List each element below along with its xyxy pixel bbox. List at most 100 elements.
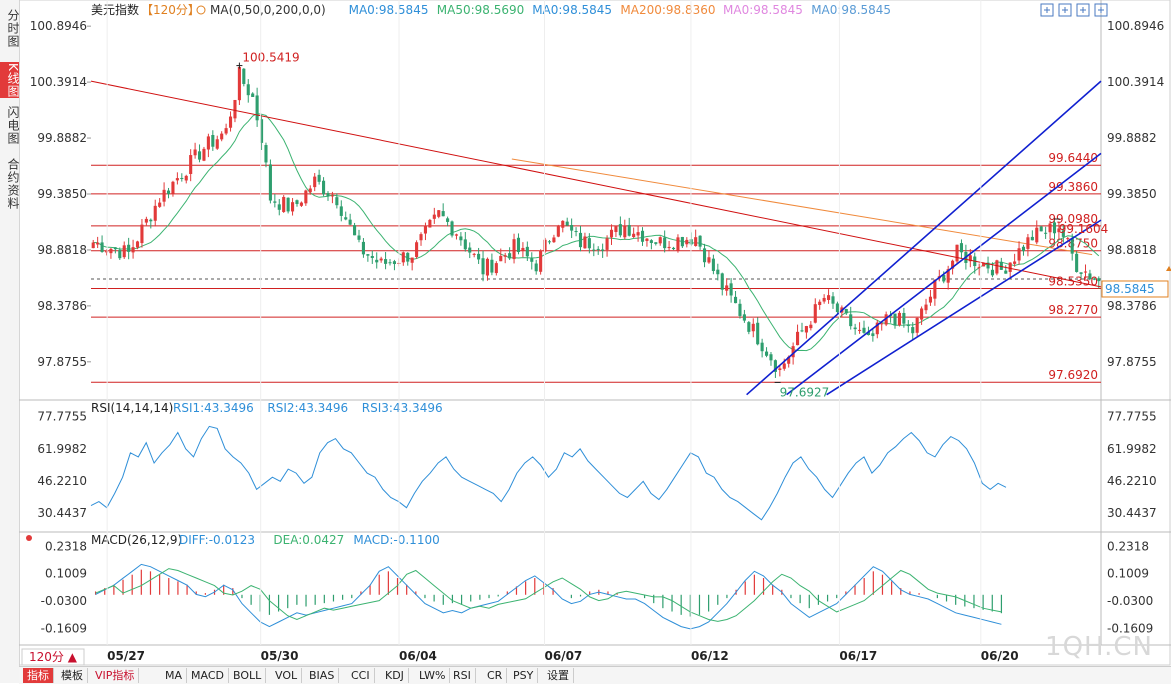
macd-y-tick-right: 0.1009 — [1107, 567, 1149, 581]
candle-body — [286, 197, 290, 212]
side-tab-0[interactable]: 分时图 — [6, 9, 20, 48]
candle-body — [251, 93, 255, 97]
candle-body — [760, 342, 764, 352]
candle-body — [986, 262, 990, 269]
candle-body — [818, 301, 822, 305]
candle-body — [521, 247, 525, 251]
candle-body — [127, 244, 131, 252]
candle-body — [171, 181, 175, 194]
bottom-tab-5[interactable]: BOLL — [229, 668, 267, 683]
bottom-tab-8[interactable]: CCI — [347, 668, 375, 683]
candle-body — [707, 257, 711, 263]
macd-legend-item: DIFF:-0.0123 — [179, 533, 255, 547]
candle-body — [729, 283, 733, 296]
macd-y-tick-right: -0.0300 — [1107, 594, 1153, 608]
candle-body — [614, 226, 618, 232]
side-tab-3[interactable]: 合约资料 — [6, 158, 20, 210]
bottom-tab-9[interactable]: KDJ — [381, 668, 409, 683]
candle-body — [392, 261, 396, 265]
rsi-line — [90, 425, 1007, 521]
bottom-tab-2[interactable]: VIP指标 — [91, 668, 140, 683]
rsi-y-tick-left: 46.2210 — [37, 474, 87, 488]
candle-body — [968, 255, 972, 262]
candle-body — [206, 136, 210, 150]
candle-body — [291, 202, 295, 212]
main-legend-item: MA0:98.5845 — [811, 3, 891, 17]
candle-body — [1097, 278, 1101, 282]
candle-body — [423, 225, 428, 234]
bottom-tab-0[interactable]: 指标 — [23, 668, 54, 683]
candle-body — [379, 258, 383, 261]
bottom-tab-12[interactable]: CR — [483, 668, 508, 683]
candle-body — [1075, 253, 1079, 272]
candle-body — [928, 296, 933, 303]
main-legend-item: MA50:98.5690 — [437, 3, 525, 17]
candle-body — [1044, 232, 1048, 234]
bottom-tab-13[interactable]: PSY — [509, 668, 539, 683]
candle-body — [920, 308, 924, 320]
candle-body — [906, 325, 910, 327]
candle-body — [308, 188, 312, 193]
horizontal-level-label: 99.0980 — [1048, 212, 1098, 226]
candle-body — [282, 196, 286, 212]
candle-body — [605, 238, 609, 250]
bottom-tab-3[interactable]: MA — [161, 668, 188, 683]
candle-body — [1057, 228, 1061, 233]
candle-body — [911, 327, 915, 334]
candle-body — [304, 190, 308, 204]
macd-y-tick-left: 0.1009 — [45, 567, 87, 581]
bottom-tab-7[interactable]: BIAS — [305, 668, 340, 683]
candle-body — [645, 238, 649, 241]
candle-body — [716, 269, 720, 275]
candle-body — [556, 226, 560, 237]
candle-body — [884, 314, 888, 325]
bottom-tab-4[interactable]: MACD — [187, 668, 229, 683]
macd-title: MACD(26,12,9) — [91, 533, 182, 547]
candle-body — [326, 193, 330, 197]
candle-body — [494, 263, 498, 274]
candle-body — [871, 333, 875, 337]
candle-body — [317, 174, 321, 182]
candle-body — [596, 248, 600, 250]
bottom-tab-10[interactable]: LW% — [415, 668, 451, 683]
macd-y-tick-right: -0.1609 — [1107, 621, 1153, 635]
candle-body — [756, 322, 760, 345]
bottom-tab-14[interactable]: 设置 — [543, 668, 574, 683]
period-button — [21, 648, 85, 666]
candle-body — [273, 201, 277, 203]
rsi-y-tick-left: 61.9982 — [37, 442, 87, 456]
candle-body — [255, 95, 259, 121]
candle-body — [344, 217, 348, 220]
x-tick-label: 05/30 — [261, 649, 299, 663]
peak-label: 100.5419 — [242, 51, 299, 65]
bottom-tab-6[interactable]: VOL — [271, 668, 303, 683]
candle-body — [1083, 271, 1088, 273]
chart-canvas[interactable]: 美元指数 【120分】 MA(0,50,0,200,0,0) MA0:98.5845 M… — [19, 0, 1171, 666]
candle-body — [175, 178, 179, 181]
candle-body — [197, 151, 202, 160]
candle-body — [113, 247, 117, 250]
candle-body — [809, 324, 813, 329]
bottom-tab-1[interactable]: 模板 — [57, 668, 88, 683]
candle-body — [769, 354, 773, 361]
side-tab-1[interactable]: K线图 — [0, 62, 20, 98]
candle-body — [849, 314, 853, 327]
candle-body — [233, 99, 237, 119]
y-tick-left: 98.8818 — [37, 243, 87, 257]
bottom-tab-11[interactable]: RSI — [449, 668, 476, 683]
horizontal-level-label: 99.3860 — [1048, 180, 1098, 194]
candle-body — [800, 330, 804, 332]
candle-body — [459, 236, 463, 241]
rsi-y-tick-right: 30.4437 — [1107, 506, 1157, 520]
side-tab-2[interactable]: 闪电图 — [6, 105, 20, 145]
candle-body — [858, 329, 862, 331]
y-tick-right: 100.3914 — [1107, 75, 1164, 89]
candle-body — [485, 258, 490, 276]
candle-body — [158, 202, 162, 207]
candle-body — [144, 218, 148, 223]
candle-body — [990, 269, 995, 276]
candle-body — [552, 237, 556, 243]
rsi-y-tick-left: 77.7755 — [37, 410, 87, 424]
candle-body — [454, 234, 459, 236]
candle-body — [720, 273, 724, 290]
